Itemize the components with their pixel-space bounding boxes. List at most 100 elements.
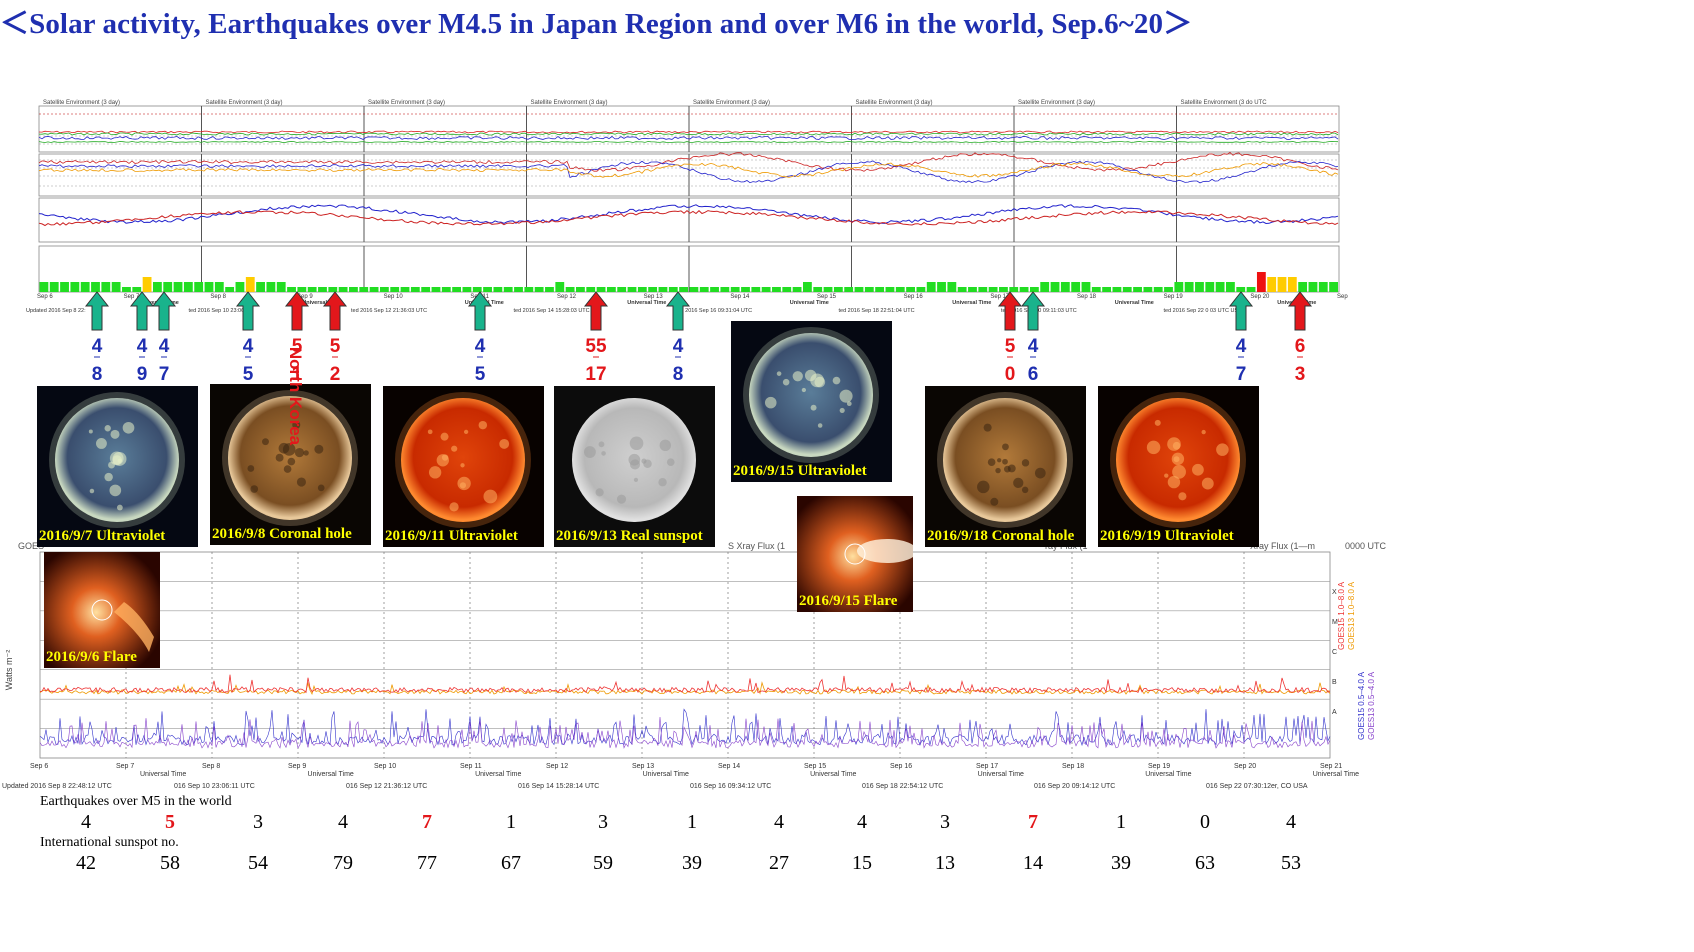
sun-disk xyxy=(401,398,525,522)
sun-feature xyxy=(1172,464,1186,479)
sun-graphic xyxy=(1098,386,1259,547)
sun-feature xyxy=(109,484,122,497)
kp-bar xyxy=(782,287,792,292)
sun-graphic xyxy=(37,386,198,547)
kp-bar xyxy=(410,287,420,292)
date-tick-label: Sep 6 xyxy=(37,294,53,300)
sun-feature xyxy=(832,376,841,385)
xray-updated-label: Updated 2016 Sep 8 22:48:12 UTC xyxy=(2,783,112,790)
kp-bar xyxy=(39,282,49,292)
kp-bar xyxy=(885,287,895,292)
sun-feature xyxy=(440,432,449,441)
sunspot-number: 15 xyxy=(852,852,872,874)
japan-quake-mag-bottom: 8 xyxy=(673,364,684,385)
xray-universal-time: Universal Time xyxy=(1145,771,1191,778)
kp-bar xyxy=(792,287,802,292)
xray-header-fragment: GOES xyxy=(18,541,44,551)
kp-bar xyxy=(1060,282,1070,292)
sun-feature xyxy=(262,438,269,446)
flux-trace xyxy=(38,141,1339,143)
updated-label: ted 2016 Sep 10 23:06: xyxy=(189,308,247,314)
xray-date-tick: Sep 20 xyxy=(1234,763,1256,770)
flux-trace xyxy=(38,209,1339,227)
sun-feature xyxy=(451,445,458,452)
sun-feature xyxy=(116,504,123,511)
kp-bar xyxy=(875,287,885,292)
sun-feature xyxy=(1201,429,1206,435)
kp-bar xyxy=(1112,287,1122,292)
japan-quake-arrow xyxy=(1228,291,1254,331)
xray-universal-time: Universal Time xyxy=(308,771,354,778)
kp-bar xyxy=(802,282,812,292)
kp-bar xyxy=(1153,287,1163,292)
occulter-circle xyxy=(844,543,866,565)
kp-bar xyxy=(122,287,131,292)
xray-date-tick: Sep 16 xyxy=(890,763,912,770)
xray-updated-label: 016 Sep 14 15:28:14 UTC xyxy=(518,783,599,790)
kp-bar xyxy=(80,282,90,292)
sun-feature xyxy=(275,453,284,462)
japan-quake-mag-top: 5 xyxy=(292,336,303,357)
sun-feature xyxy=(1021,486,1029,494)
sun-image-caption: 2016/9/13 Real sunspot xyxy=(556,528,703,544)
xray-legend-entry: GOES13 1.0–8.0 A xyxy=(1347,581,1356,650)
japan-quake-arrow xyxy=(583,291,609,331)
sun-feature xyxy=(314,444,324,454)
kp-bar xyxy=(555,282,565,292)
panel-header-label: Satellite Environment (3 day) xyxy=(856,100,933,106)
kp-bar xyxy=(91,282,100,292)
kp-bar xyxy=(916,287,926,292)
sun-feature xyxy=(478,420,488,430)
japan-quake-mag-top: 5 xyxy=(1005,336,1016,357)
sun-feature xyxy=(1021,459,1030,467)
kp-bar xyxy=(225,287,235,292)
japan-quake-arrow xyxy=(151,291,177,331)
kp-bar xyxy=(483,287,492,292)
panel-header-label: Satellite Environment (3 day) xyxy=(206,100,283,106)
xray-y-label: Watts m⁻² xyxy=(4,650,14,690)
kp-bar xyxy=(1019,287,1029,292)
xray-date-tick: Sep 10 xyxy=(374,763,396,770)
sun-image-uv: 2016/9/15 Ultraviolet xyxy=(731,321,892,482)
kp-bar xyxy=(627,287,637,292)
kp-bar xyxy=(287,287,296,292)
kp-bar xyxy=(1226,282,1235,292)
sun-feature xyxy=(449,502,459,512)
flare-image-caption: 2016/9/15 Flare xyxy=(799,593,898,609)
japan-quake-mag-top: 4 xyxy=(475,336,486,357)
xray-header-fragment: 0000 UTC xyxy=(1345,541,1387,551)
earthquake-count: 7 xyxy=(1028,811,1038,833)
kp-bar xyxy=(937,282,946,292)
japan-quake-mag-top: 4 xyxy=(243,336,254,357)
kp-bar xyxy=(1318,282,1328,292)
sun-feature xyxy=(990,497,999,506)
japan-quake-mag-bottom: 7 xyxy=(1236,364,1247,385)
date-tick-label: Sep 15 xyxy=(817,294,837,300)
north-korea-label-box: North Korea xyxy=(268,347,305,445)
xray-header-fragment: Xray Flux (1—m xyxy=(1250,541,1315,551)
kp-bar xyxy=(462,287,472,292)
japan-quake-mag-bottom: 6 xyxy=(1028,364,1039,385)
sun-image-caption: 2016/9/18 Coronal hole xyxy=(927,528,1075,544)
kp-bar xyxy=(390,287,400,292)
flare-image-caption: 2016/9/6 Flare xyxy=(46,649,137,665)
xray-date-tick: Sep 12 xyxy=(546,763,568,770)
japan-quake-arrow xyxy=(322,291,348,331)
universal-time-label: Universal Time xyxy=(790,300,829,306)
sun-feature xyxy=(810,404,817,411)
sun-feature xyxy=(658,478,667,487)
date-tick-label: Sep 19 xyxy=(1164,294,1184,300)
japan-quake-mag-top: 4 xyxy=(673,336,684,357)
earthquake-count: 0 xyxy=(1200,811,1210,833)
kp-bar xyxy=(400,287,410,292)
sunspot-number: 27 xyxy=(769,852,789,874)
xray-universal-time: Universal Time xyxy=(978,771,1024,778)
universal-time-label: Universal Time xyxy=(627,300,666,306)
date-tick-label: Sep 13 xyxy=(644,294,664,300)
xray-date-tick: Sep 19 xyxy=(1148,763,1170,770)
kp-bar xyxy=(1122,287,1132,292)
date-tick-label: Sep 18 xyxy=(1077,294,1097,300)
kp-bar xyxy=(679,287,688,292)
japan-quake-mag-bottom: 9 xyxy=(137,364,148,385)
